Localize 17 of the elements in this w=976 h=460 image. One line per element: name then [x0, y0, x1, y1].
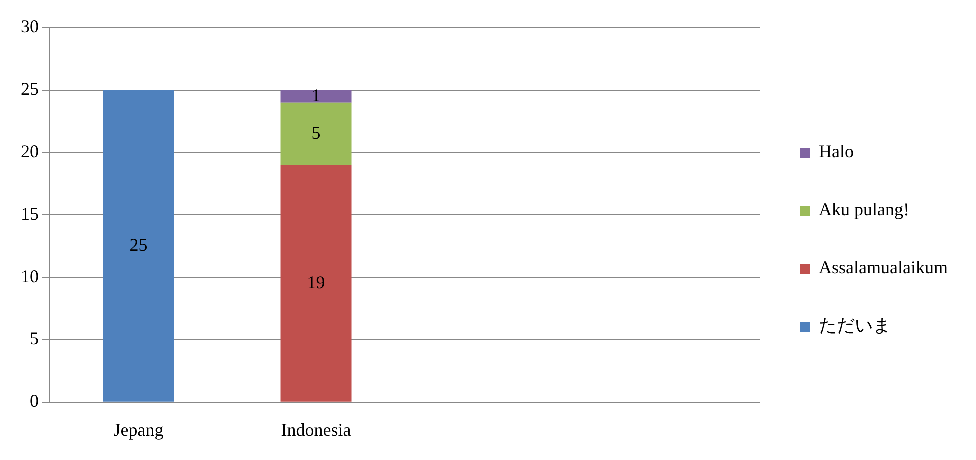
legend-label: Halo	[819, 142, 854, 162]
legend-label: Assalamualaikum	[819, 258, 948, 278]
data-label: 25	[130, 234, 148, 255]
data-label: 19	[307, 272, 326, 292]
y-tick-label: 20	[21, 142, 39, 162]
legend-label: Aku pulang!	[819, 200, 910, 220]
y-tick-label: 5	[30, 328, 39, 349]
x-tick-label: Indonesia	[281, 420, 352, 440]
data-label: 5	[312, 122, 321, 143]
y-tick-label: 10	[21, 266, 39, 286]
y-tick-label: 25	[21, 79, 39, 100]
y-tick-label: 15	[21, 204, 39, 224]
y-tick-label: 0	[30, 391, 39, 412]
x-tick-label: Jepang	[114, 420, 164, 440]
legend-label: ただいま	[819, 316, 892, 336]
y-tick-label: 30	[21, 16, 39, 37]
data-label: 1	[312, 85, 321, 106]
